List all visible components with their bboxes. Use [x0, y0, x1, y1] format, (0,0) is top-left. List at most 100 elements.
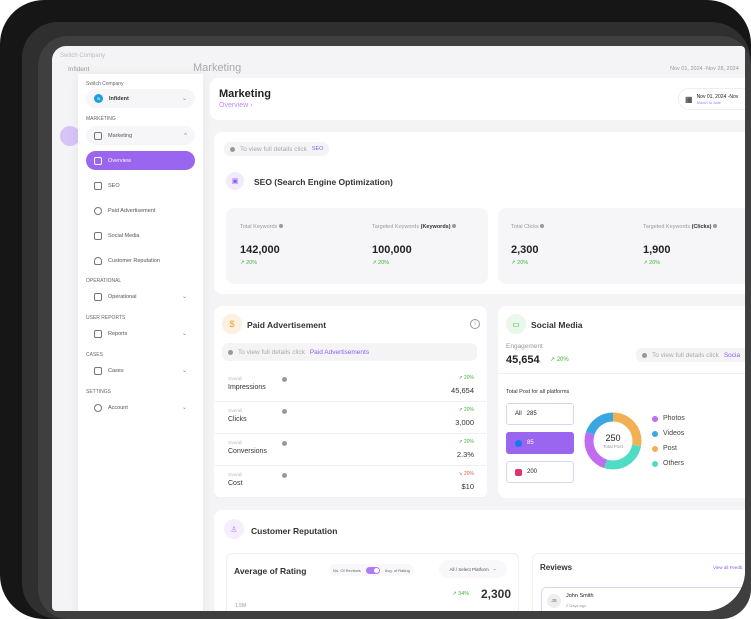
stat-change: ↗ 20%: [372, 260, 390, 266]
platform-all[interactable]: All 285: [506, 403, 574, 425]
bg-switch-company: Switch Company: [60, 53, 106, 59]
stat-value: 142,000: [240, 244, 280, 256]
sidebar-item-operational[interactable]: Operational ⌄: [86, 287, 195, 306]
stat-change: ↗ 20%: [643, 260, 661, 266]
total-post-label: Total Post for all platforms: [506, 389, 570, 395]
legend-item: Videos: [652, 430, 685, 437]
info-dot-icon: [282, 377, 287, 382]
engagement-label: Engagement: [506, 343, 543, 350]
info-dot-icon: [282, 441, 287, 446]
change-value: 20%: [246, 260, 258, 266]
legend-swatch: [652, 445, 658, 452]
company-logo: IN: [94, 94, 103, 103]
hint-text: To view full details click: [240, 145, 307, 153]
stat-value: 2,300: [511, 244, 539, 256]
rating-toggle[interactable]: No. Of Reviews Avg. of Rating: [329, 564, 414, 576]
sidebar-item-label: SEO: [108, 182, 120, 189]
seo-stat: Targeted Keywords (Clicks) 1,900 ↗ 20%: [643, 224, 745, 284]
sidebar-item-label: Operational: [108, 293, 137, 300]
sidebar-item-paid-advertisement[interactable]: Paid Advertisement: [86, 201, 195, 220]
chevron-down-icon: ⌄: [181, 96, 187, 102]
sidebar-item-seo[interactable]: SEO: [86, 176, 195, 195]
info-dot-icon: [540, 224, 545, 228]
seo-stat: Total Keywords 142,000 ↗ 20%: [240, 224, 360, 284]
sidebar-item-customer-reputation[interactable]: Customer Reputation: [86, 251, 195, 270]
sidebar-item-reports[interactable]: Reports ⌄: [86, 324, 195, 343]
legend-swatch: [652, 415, 658, 422]
view-all-link[interactable]: View all Feedb: [713, 565, 743, 570]
stat-label-bold: (Keywords): [420, 224, 451, 230]
review-time: 2 Days ago: [566, 603, 587, 608]
metric-change: ↗ 20%: [458, 375, 474, 381]
sidebar-item-marketing[interactable]: Marketing ^: [86, 126, 195, 145]
rating-change: ↗ 34%: [452, 591, 470, 597]
stat-label: Targeted Keywords (Clicks): [643, 224, 745, 230]
user-check-icon: [94, 256, 102, 265]
toggle-switch[interactable]: [365, 566, 380, 574]
change-value: 20%: [463, 439, 474, 445]
sidebar-item-label: Account: [108, 404, 128, 411]
platform-label: All: [515, 411, 522, 417]
metric-label: Cost: [228, 480, 243, 487]
engagement-value: 45,654: [506, 354, 540, 366]
user-check-icon: ♙: [224, 519, 244, 539]
legend-label: Others: [663, 460, 685, 467]
platform-select[interactable]: All / Select Platform ⌄: [439, 560, 507, 578]
paid-metric-row: Overall Conversions ↗ 20% 2.3%: [214, 434, 486, 466]
paid-ad-card: $ Paid Advertisement i To view full deta…: [214, 306, 487, 498]
legend-swatch: [652, 460, 658, 467]
platform-facebook[interactable]: 85: [506, 432, 574, 454]
bg-active-item: [60, 126, 80, 146]
metric-label: Impressions: [228, 384, 266, 391]
monitor-icon: ▭: [506, 314, 526, 334]
section-settings: SETTINGS: [86, 389, 112, 395]
legend-swatch: [652, 430, 658, 437]
change-value: 20%: [463, 375, 474, 381]
reviewer-name: John Smith: [566, 593, 594, 599]
social-link[interactable]: Socia: [723, 351, 741, 359]
reviews-title: Reviews: [540, 563, 573, 572]
platform-select-value: All / Select Platform: [449, 566, 489, 572]
paid-link[interactable]: Paid Advertisements: [309, 348, 370, 356]
sidebar-item-social-media[interactable]: Social Media: [86, 226, 195, 245]
social-hint: To view full details click Socia: [636, 348, 745, 362]
stat-change: ↗ 20%: [240, 260, 258, 266]
date-range-picker[interactable]: ▦ Nov 01, 2024 -Nov Month to date: [678, 88, 745, 110]
dollar-icon: [94, 206, 102, 215]
company-select[interactable]: IN Infident ⌄: [86, 89, 195, 108]
platform-value: 200: [527, 469, 538, 475]
donut-value: 250: [605, 433, 621, 443]
platform-instagram[interactable]: 200: [506, 461, 574, 483]
bg-company: Infident: [68, 66, 90, 73]
chevron-up-icon: ^: [184, 132, 187, 139]
review-item[interactable]: JS John Smith 2 Days ago: [541, 587, 745, 611]
sidebar-item-account[interactable]: Account ⌄: [86, 398, 195, 417]
metric-value: 45,654: [451, 386, 474, 395]
sidebar-item-overview[interactable]: Overview: [86, 151, 195, 170]
stat-label: Total Keywords: [240, 224, 360, 230]
post-donut-chart: [584, 412, 642, 470]
folder-icon: ▣: [226, 172, 244, 190]
seo-stat: Targeted Keywords (Keywords) 100,000 ↗ 2…: [372, 224, 492, 284]
info-dot-icon: [228, 349, 233, 355]
sidebar-item-cases[interactable]: Cases ⌄: [86, 361, 195, 380]
donut-segment-videos: [584, 412, 642, 470]
section-user-reports: USER REPORTS: [86, 315, 126, 321]
seo-title: SEO (Search Engine Optimization): [254, 177, 393, 187]
sidebar-item-label: Cases: [108, 367, 124, 374]
social-title: Social Media: [531, 320, 583, 330]
donut-legend: Photos Videos Post Others: [652, 415, 685, 475]
seo-link[interactable]: SEO: [311, 146, 324, 152]
breadcrumb-overview[interactable]: Overview: [219, 102, 249, 109]
breadcrumb[interactable]: Overview ›: [219, 102, 253, 109]
paid-title: Paid Advertisement: [247, 320, 327, 330]
section-operational: OPERATIONAL: [86, 278, 122, 284]
bg-title: Marketing: [193, 62, 242, 74]
seo-stats-group-2: [498, 208, 745, 284]
change-value: 20%: [378, 260, 390, 266]
info-icon[interactable]: i: [470, 319, 480, 329]
hint-text: To view full details click: [238, 348, 305, 356]
metric-label: Clicks: [228, 416, 247, 423]
info-dot-icon: [282, 409, 287, 414]
page-header: Marketing Overview › ▦ Nov 01, 2024 -Nov…: [210, 78, 745, 120]
